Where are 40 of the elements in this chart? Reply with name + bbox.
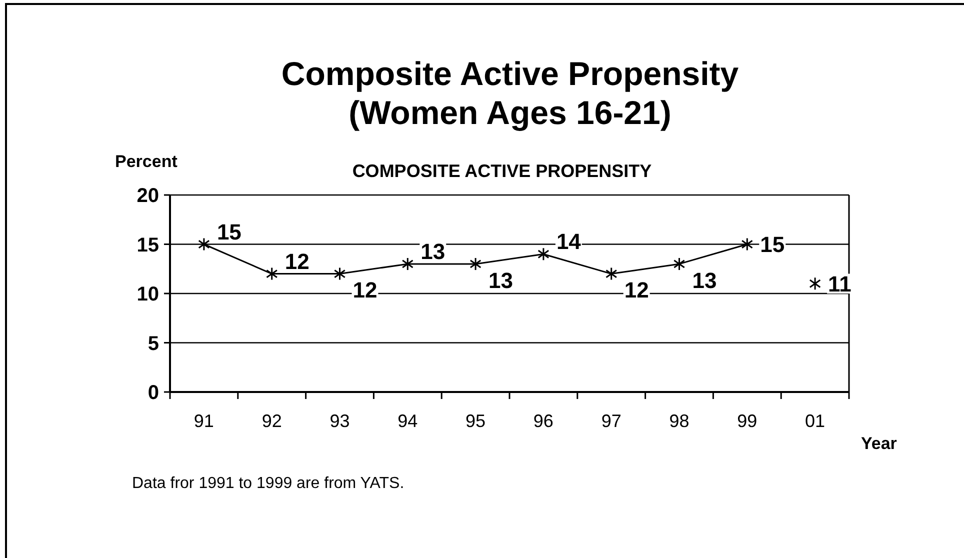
x-tick-label: 97 [601,411,622,431]
y-axis-title: Percent [115,152,178,171]
x-tick-label: 96 [533,411,554,431]
y-tick-label: 15 [136,234,159,256]
data-label: 12 [352,278,378,303]
x-tick-label: 99 [737,411,758,431]
point [470,257,482,271]
y-tick-label: 0 [148,382,159,404]
data-label: 12 [624,278,649,303]
data-label: 15 [216,219,242,244]
point [266,267,278,281]
chart-title: Composite Active Propensity (Women Ages 16-21) [281,55,740,131]
point [334,267,346,281]
x-tick-label: 01 [805,411,826,431]
y-tick-label: 10 [136,284,159,306]
x-tick-label: 93 [330,411,350,431]
text: Data fror 1991 to 1999 are from YATS. [132,475,404,492]
data-label: 13 [420,238,446,264]
x-tick-label: 92 [262,411,282,431]
y-tick-label: 5 [148,332,159,355]
x-axis-title: Year [861,434,898,453]
data-label: 14 [556,229,582,254]
x-tick-label: 91 [194,411,214,431]
chart-subtitle: COMPOSITE ACTIVE PROPENSITY [352,161,652,181]
point [538,247,550,261]
y-tick-label: 20 [136,185,159,207]
point [198,238,210,251]
data-label: 12 [284,248,310,274]
point [402,257,414,271]
data-label: 15 [760,232,785,258]
data-label: 13 [692,268,717,293]
point [673,257,686,271]
x-tick-label: 95 [466,411,486,431]
point [606,267,618,281]
point [809,276,821,290]
data-label: 11 [828,272,852,297]
x-tick-label: 98 [669,411,690,431]
point [741,238,753,251]
data-label: 13 [488,268,514,293]
x-tick-label: 94 [398,411,418,431]
